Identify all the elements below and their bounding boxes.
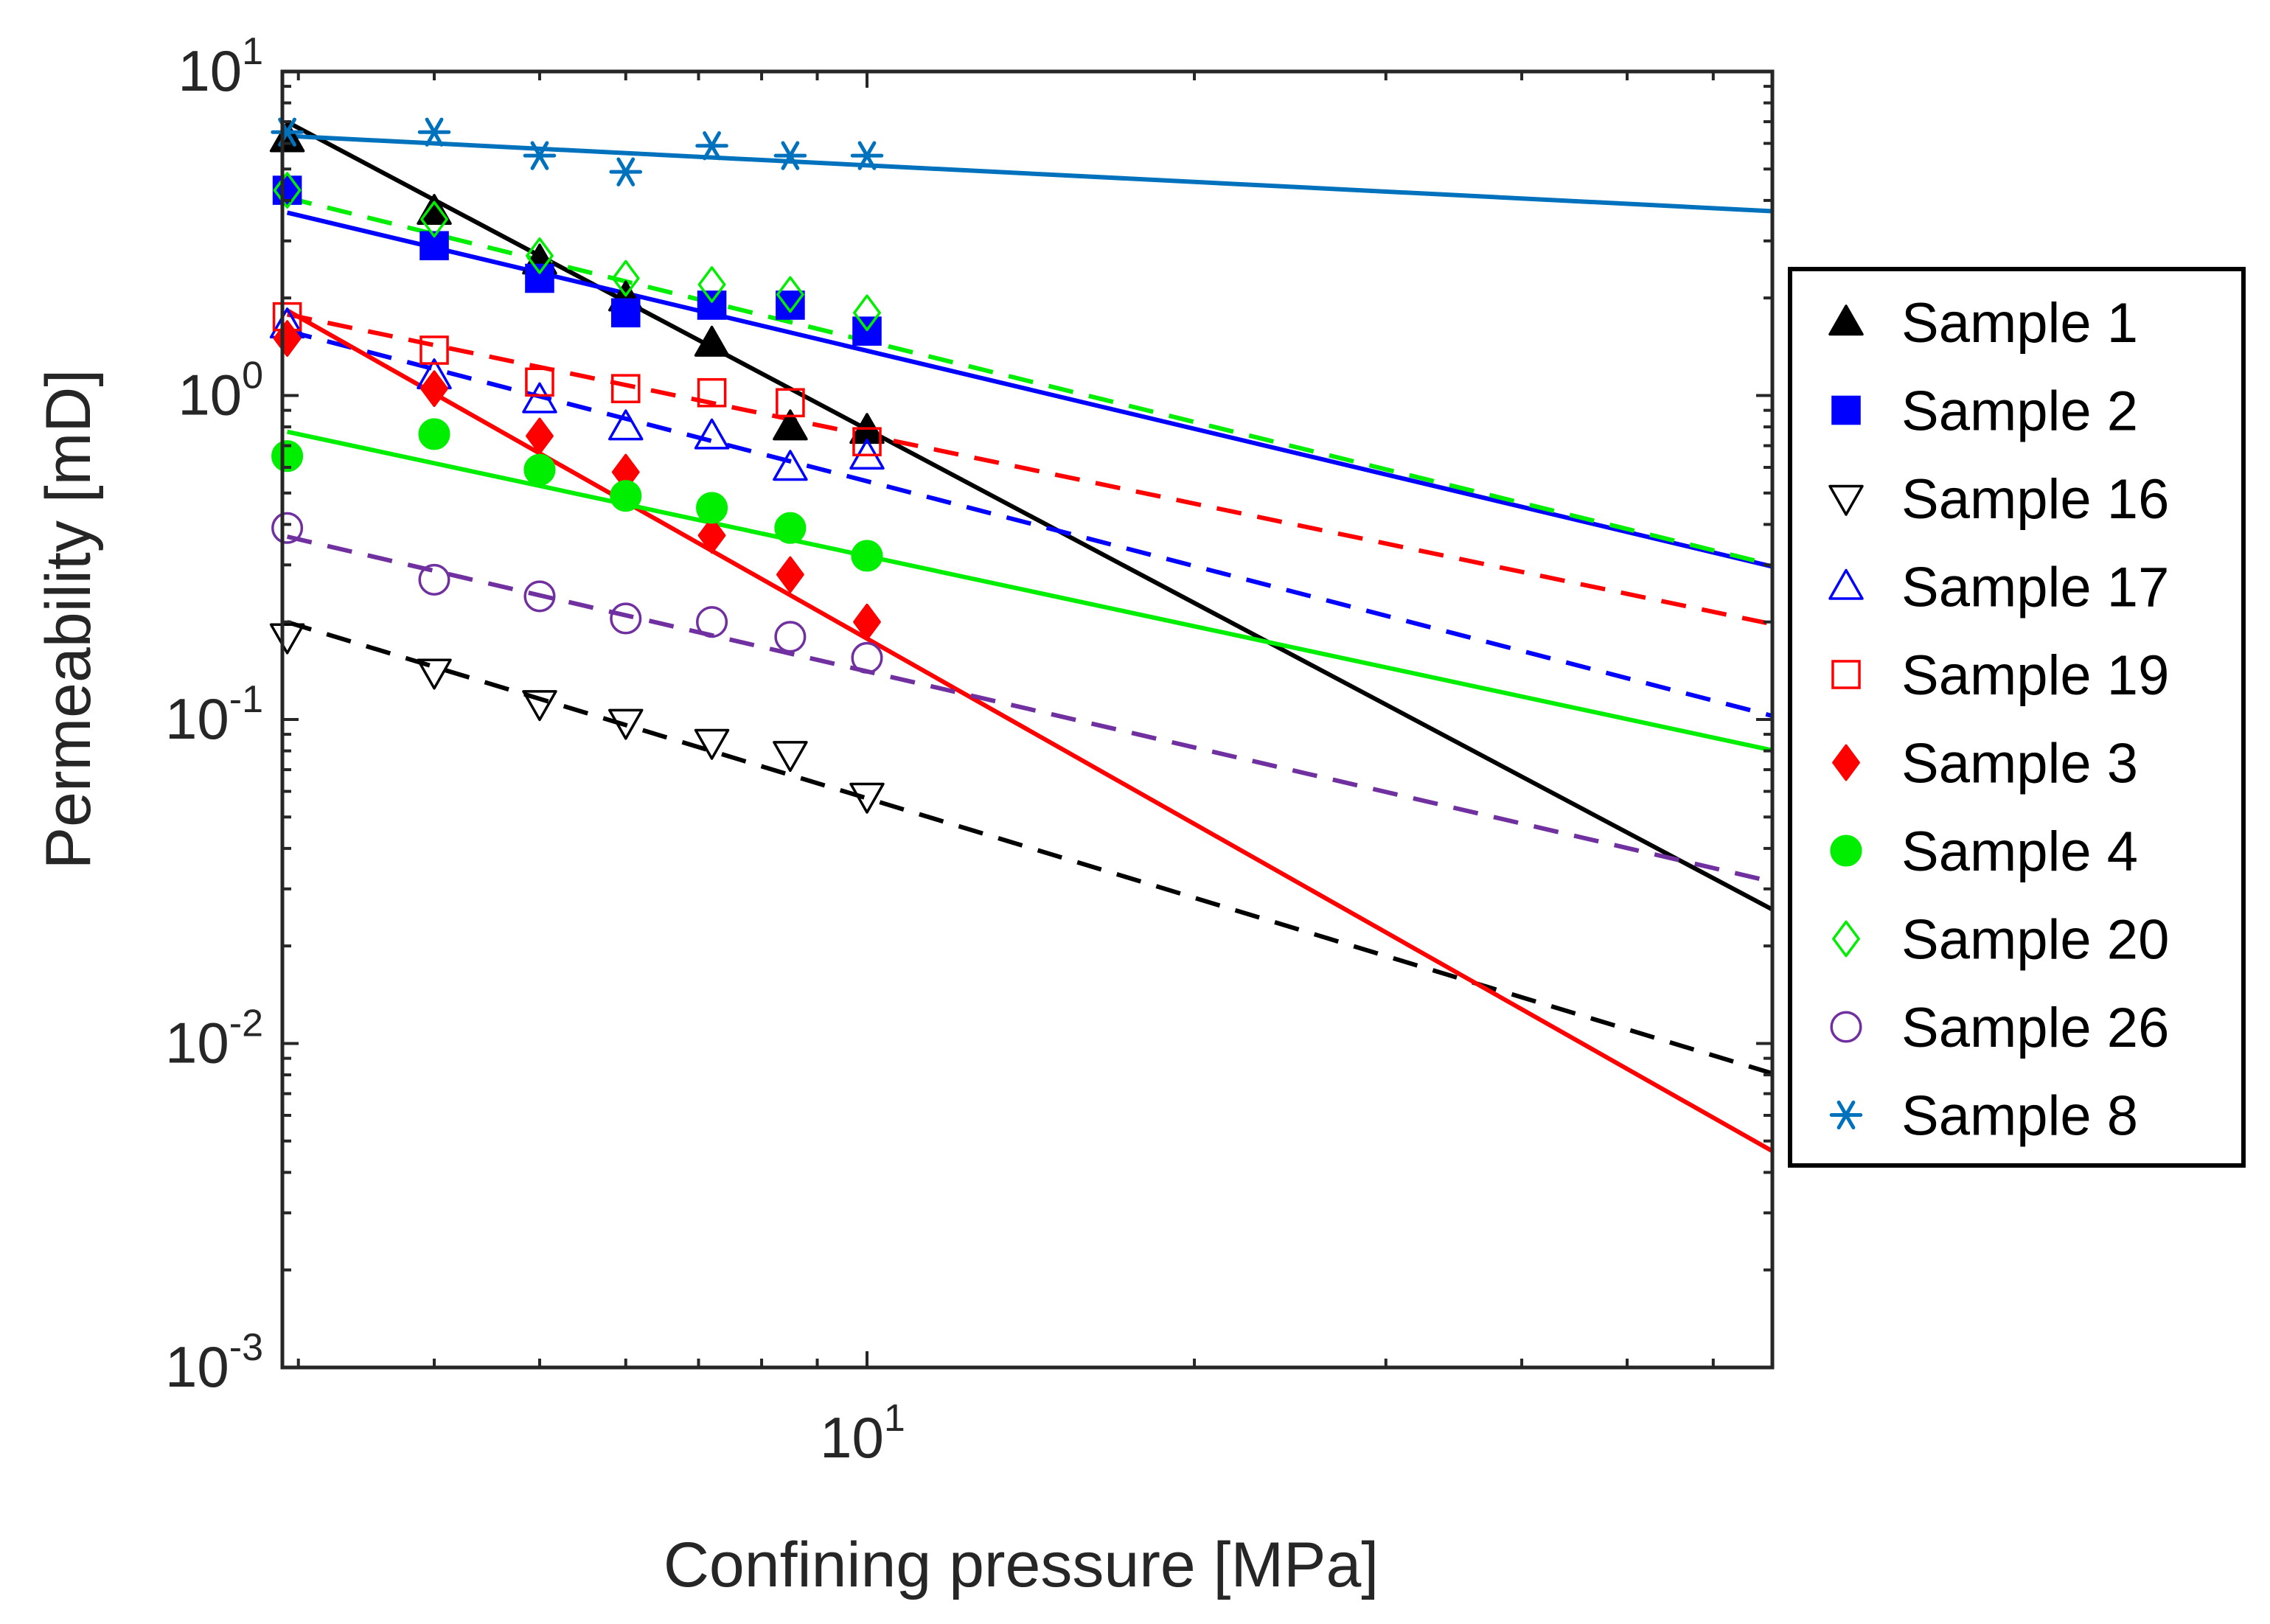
legend-marker-sample-19: [1831, 660, 1861, 689]
legend-label-sample-8: Sample 8: [1901, 1085, 2138, 1148]
sample-19-point: [419, 335, 449, 365]
y-tick-label: 10-1: [165, 678, 263, 751]
sample-20-point: [611, 259, 640, 297]
sample-3-point: [526, 417, 554, 455]
sample-19-point: [525, 367, 554, 397]
sample-3-point: [273, 320, 302, 357]
sample-3-point: [420, 370, 448, 408]
sample-16-point: [522, 690, 557, 722]
sample-4-point: [774, 512, 807, 544]
sample-26-point: [271, 512, 304, 544]
axes: 101 100 10-1 10-2 10-3 101: [165, 30, 1775, 1470]
x-axis-label: Confining pressure [MPa]: [664, 1530, 1379, 1600]
x-tick-label: 101: [820, 1397, 905, 1470]
sample-16-fit-line: [286, 620, 1773, 1076]
sample-26-point: [610, 602, 642, 635]
sample-17-point: [694, 418, 730, 450]
legend-box: [1788, 267, 2246, 1168]
sample-4-point: [418, 418, 450, 450]
legend-label-sample-4: Sample 4: [1901, 820, 2138, 883]
y-tick-label: 10-2: [165, 1003, 263, 1076]
sample-26-fit-line: [286, 534, 1773, 885]
sample-19-fit-line: [286, 312, 1773, 627]
legend-label-sample-26: Sample 26: [1901, 997, 2169, 1059]
data-markers: [269, 117, 885, 814]
sample-8-point: [609, 157, 643, 187]
legend-label-sample-16: Sample 16: [1901, 468, 2169, 531]
legend-label-sample-2: Sample 2: [1901, 380, 2138, 443]
sample-1-point: [773, 409, 808, 441]
sample-4-point: [610, 480, 642, 512]
legend-marker-sample-3: [1832, 744, 1860, 781]
sample-19-point: [776, 388, 805, 418]
sample-8-point: [523, 141, 557, 170]
sample-16-point: [694, 728, 730, 760]
legend-label-sample-3: Sample 3: [1901, 733, 2138, 795]
y-tick-label: 101: [178, 30, 263, 103]
sample-8-point: [773, 141, 807, 170]
legend-marker-sample-20: [1832, 920, 1860, 958]
sample-4-point: [696, 492, 728, 524]
sample-17-point: [522, 382, 557, 414]
sample-2-point: [610, 298, 641, 328]
sample-26-point: [851, 641, 883, 674]
legend: Sample 1 Sample 2 Sample 16 Sample 17 Sample…: [1788, 267, 2246, 1168]
legend-label-sample-1: Sample 1: [1901, 292, 2138, 355]
sample-17-point: [608, 409, 644, 441]
sample-8-point: [695, 131, 728, 161]
y-tick-label: 100: [178, 355, 263, 428]
y-tick-label: 10-3: [165, 1326, 263, 1399]
sample-2-point: [852, 316, 882, 346]
y-axis-label: Permeability [mD]: [33, 369, 104, 870]
sample-3-point: [853, 603, 881, 641]
sample-2-point: [525, 263, 554, 293]
legend-marker-sample-1: [1828, 304, 1864, 336]
sample-16-point: [849, 782, 885, 814]
sample-4-point: [851, 540, 883, 572]
sample-16-point: [608, 708, 644, 740]
sample-20-point: [420, 201, 448, 238]
sample-26-point: [774, 621, 807, 653]
sample-3-point: [776, 556, 804, 593]
sample-1-point: [694, 325, 730, 357]
legend-marker-sample-4: [1830, 834, 1862, 867]
sample-2-point: [697, 290, 727, 320]
sample-26-point: [418, 563, 450, 596]
sample-16-point: [417, 658, 452, 690]
sample-20-point: [526, 237, 554, 274]
sample-20-point: [776, 276, 804, 313]
sample-4-point: [271, 440, 304, 473]
legend-marker-sample-17: [1828, 568, 1864, 600]
sample-3-point: [697, 517, 726, 554]
legend-marker-sample-2: [1831, 395, 1861, 425]
sample-8-point: [850, 141, 884, 170]
sample-16-point: [269, 623, 305, 655]
legend-marker-sample-8: [1829, 1100, 1863, 1130]
legend-label-sample-19: Sample 19: [1901, 644, 2169, 707]
legend-label-sample-17: Sample 17: [1901, 557, 2169, 619]
sample-26-point: [523, 580, 556, 613]
sample-20-point: [273, 172, 302, 209]
legend-label-sample-20: Sample 20: [1901, 909, 2169, 972]
sample-19-point: [610, 374, 641, 403]
legend-marker-sample-26: [1830, 1011, 1862, 1043]
sample-2-point: [776, 290, 805, 320]
sample-3-fit-line: [286, 308, 1774, 1154]
sample-26-point: [696, 606, 728, 638]
sample-8-point: [417, 117, 451, 147]
sample-17-point: [773, 450, 808, 481]
sample-20-point: [853, 294, 881, 332]
sample-19-point: [697, 377, 727, 408]
legend-marker-sample-16: [1828, 484, 1864, 516]
sample-19-point: [852, 427, 882, 456]
sample-16-point: [773, 741, 808, 773]
sample-20-point: [697, 266, 726, 303]
sample-4-point: [523, 453, 556, 486]
sample-1-point: [417, 194, 452, 226]
